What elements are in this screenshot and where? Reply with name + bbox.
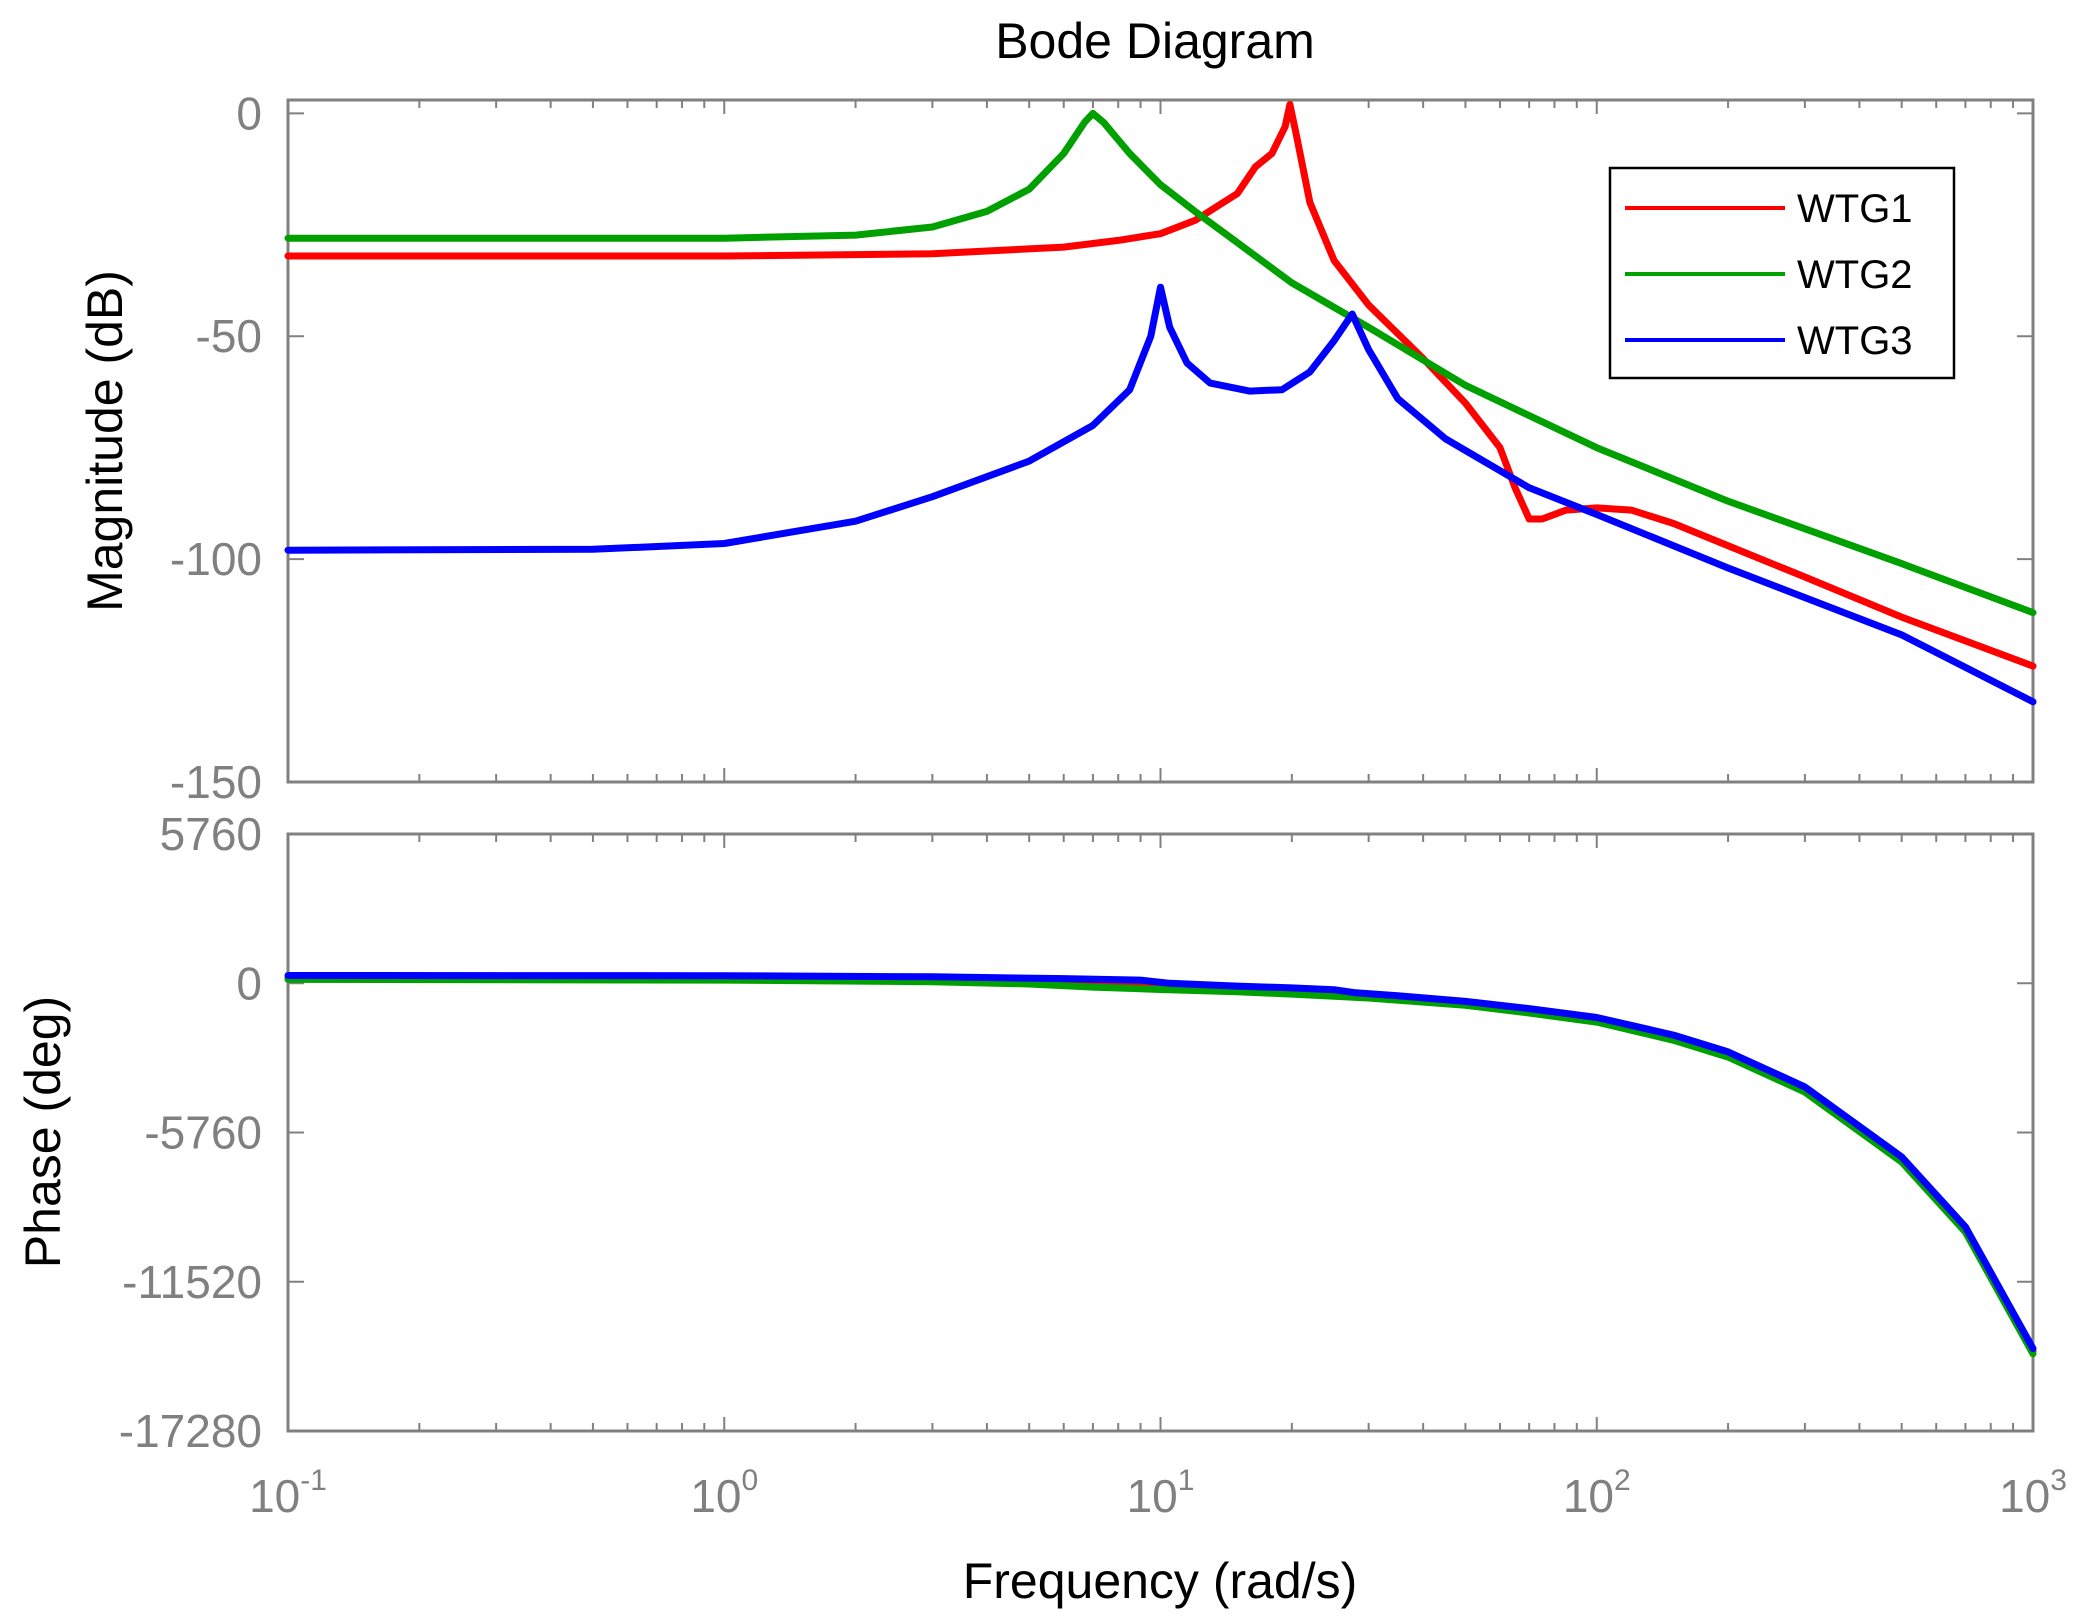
chart-title: Bode Diagram xyxy=(995,13,1315,69)
phase-y-tick-label: -17280 xyxy=(119,1405,262,1457)
magnitude-y-label: Magnitude (dB) xyxy=(77,270,133,612)
phase-plot-area xyxy=(286,832,2035,1433)
legend-label-wtg1: WTG1 xyxy=(1797,187,1913,231)
phase-y-tick-label: 0 xyxy=(236,957,262,1009)
phase-y-tick-label: -11520 xyxy=(122,1256,262,1308)
x-axis-label: Frequency (rad/s) xyxy=(963,1553,1358,1609)
legend-label-wtg2: WTG2 xyxy=(1797,253,1913,297)
magnitude-series-wtg3 xyxy=(284,283,2037,706)
x-tick-label: 103 xyxy=(1999,1464,2067,1522)
phase-series-wtg3 xyxy=(284,972,2037,1353)
phase-y-label: Phase (deg) xyxy=(15,996,71,1268)
magnitude-y-tick-label: -50 xyxy=(196,310,262,362)
x-tick-label: 101 xyxy=(1127,1464,1195,1522)
magnitude-y-tick-label: 0 xyxy=(236,87,262,139)
magnitude-y-tick-label: -150 xyxy=(170,756,262,808)
x-tick-label: 100 xyxy=(690,1464,758,1522)
phase-y-tick-label: -5760 xyxy=(144,1107,262,1159)
phase-series-wtg2 xyxy=(284,975,2037,1358)
x-tick-label: 102 xyxy=(1563,1464,1631,1522)
legend-label-wtg3: WTG3 xyxy=(1797,319,1913,363)
magnitude-y-tick-label: -100 xyxy=(170,533,262,585)
legend: WTG1 WTG2 WTG3 xyxy=(1608,166,1956,380)
x-tick-label: 10-1 xyxy=(249,1464,327,1522)
magnitude-series-wtg1 xyxy=(284,101,2037,670)
phase-panel: 5760 0 -5760 -11520 -17280 Phase (deg) xyxy=(15,808,2037,1457)
phase-y-tick-label: 5760 xyxy=(160,808,262,860)
magnitude-series-wtg2 xyxy=(284,109,2037,617)
